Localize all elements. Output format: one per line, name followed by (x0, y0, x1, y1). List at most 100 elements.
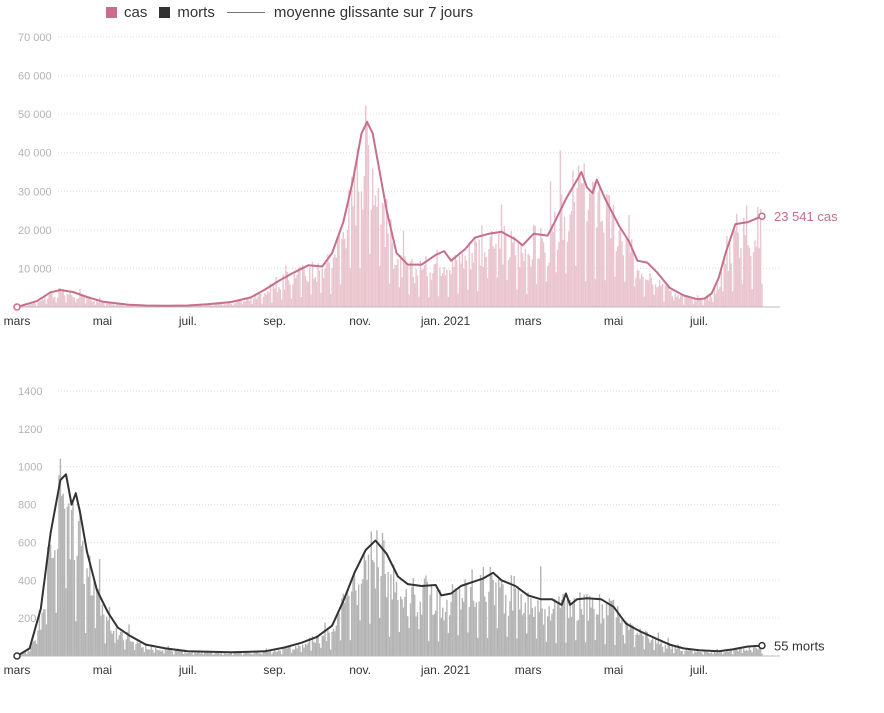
daily-bar (119, 631, 122, 656)
daily-bar (62, 288, 64, 307)
daily-bar (591, 181, 594, 307)
daily-bar (76, 298, 78, 307)
daily-bar (40, 300, 42, 307)
daily-bar (381, 532, 384, 656)
daily-bar (674, 293, 676, 307)
daily-bar (282, 274, 284, 307)
x-tick-label: jan. 2021 (420, 314, 471, 328)
daily-bar (544, 252, 546, 307)
x-tick-label: nov. (349, 314, 371, 328)
daily-bar (702, 654, 704, 656)
daily-bar (278, 287, 280, 307)
daily-bar (657, 632, 660, 656)
daily-bar (726, 651, 728, 656)
daily-bar (174, 649, 176, 656)
daily-bar (717, 289, 720, 307)
daily-bar (710, 652, 713, 656)
daily-bar (470, 587, 472, 656)
daily-bar (77, 298, 80, 307)
daily-bar (258, 291, 260, 307)
daily-bar (318, 643, 321, 656)
daily-bar (696, 649, 699, 656)
daily-bar (223, 302, 225, 307)
daily-bar (315, 635, 318, 656)
daily-bar (761, 653, 763, 656)
daily-bar (215, 652, 217, 656)
daily-bar (220, 653, 223, 656)
daily-bar (654, 284, 657, 307)
daily-bar (551, 224, 553, 307)
daily-bar (631, 624, 633, 656)
daily-bar (339, 640, 342, 656)
daily-bar (568, 231, 570, 307)
daily-bar (97, 302, 99, 307)
daily-bar (425, 575, 427, 656)
daily-bar (400, 255, 402, 307)
daily-bar (303, 647, 305, 656)
daily-bar (136, 305, 139, 307)
daily-bar (453, 266, 455, 307)
daily-bar (376, 530, 378, 656)
daily-bar (635, 277, 637, 307)
daily-bar (610, 238, 612, 307)
daily-bar (317, 263, 319, 307)
daily-bar (587, 620, 590, 656)
daily-bar (384, 247, 386, 307)
daily-bar (98, 297, 101, 307)
y-tick-label: 600 (18, 537, 36, 549)
daily-bar (189, 652, 192, 656)
daily-bar (563, 216, 566, 307)
daily-bar (666, 648, 668, 656)
daily-bar (21, 305, 24, 307)
daily-bar (659, 644, 661, 656)
daily-bar (266, 291, 269, 307)
daily-bar (296, 274, 298, 307)
daily-bar (736, 647, 738, 656)
daily-bar (243, 300, 245, 307)
daily-bar (604, 280, 606, 307)
daily-bar (395, 264, 398, 307)
daily-bar (56, 297, 59, 307)
daily-bar (328, 632, 330, 656)
legend: cas morts moyenne glissante sur 7 jours (106, 4, 485, 21)
daily-bar (688, 649, 690, 656)
daily-bar (345, 597, 347, 656)
daily-bar (409, 261, 412, 307)
daily-bar (454, 588, 457, 656)
daily-bar (31, 304, 34, 307)
daily-bar (534, 606, 536, 656)
legend-swatch-deaths (159, 7, 171, 18)
daily-bar (240, 652, 242, 656)
daily-bar (44, 295, 46, 307)
daily-bar (213, 653, 216, 656)
daily-bar (321, 268, 323, 307)
daily-bar (465, 583, 468, 656)
daily-bar (374, 588, 377, 656)
daily-bar (520, 244, 522, 307)
daily-bar (677, 295, 679, 307)
daily-bar (48, 294, 50, 307)
daily-bar (442, 607, 444, 656)
daily-bar (458, 255, 461, 307)
daily-bar (233, 303, 235, 307)
daily-bar (111, 304, 113, 307)
daily-bar (547, 616, 549, 656)
daily-bar (440, 617, 443, 656)
start-marker (13, 303, 21, 311)
daily-bar (206, 303, 209, 307)
daily-bar (217, 651, 220, 656)
daily-bar (131, 641, 133, 656)
daily-bar (626, 237, 629, 307)
daily-bar (28, 304, 31, 307)
daily-bar (265, 648, 267, 656)
daily-bar (472, 600, 475, 656)
daily-bar (647, 280, 650, 307)
daily-bar (404, 596, 406, 656)
daily-bar (269, 649, 272, 656)
daily-bar (632, 625, 634, 656)
daily-bar (526, 633, 528, 656)
daily-bar (591, 599, 594, 656)
daily-bar (314, 276, 316, 307)
daily-bar (470, 269, 472, 307)
daily-bar (556, 602, 559, 656)
